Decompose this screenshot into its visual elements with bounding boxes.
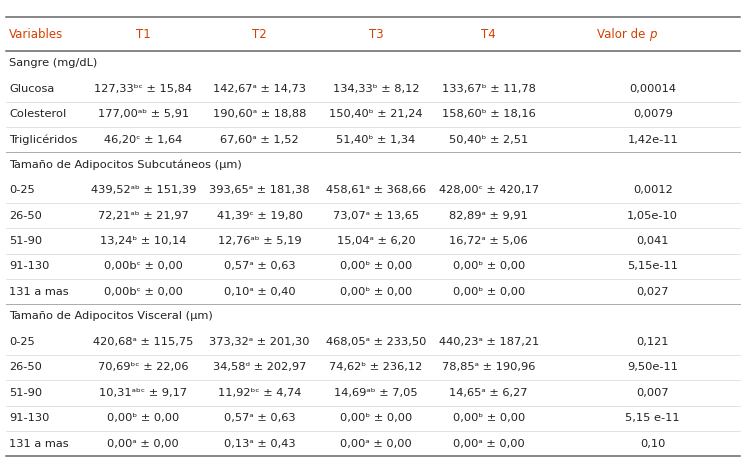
Text: 458,61ᵃ ± 368,66: 458,61ᵃ ± 368,66 <box>326 185 426 195</box>
Text: 91-130: 91-130 <box>9 261 49 271</box>
Text: 0,13ᵃ ± 0,43: 0,13ᵃ ± 0,43 <box>224 438 295 448</box>
Text: 0-25: 0-25 <box>9 337 35 347</box>
Text: 468,05ᵃ ± 233,50: 468,05ᵃ ± 233,50 <box>326 337 426 347</box>
Text: 67,60ᵃ ± 1,52: 67,60ᵃ ± 1,52 <box>220 135 299 145</box>
Text: 127,33ᵇᶜ ± 15,84: 127,33ᵇᶜ ± 15,84 <box>94 84 192 94</box>
Text: 131 a mas: 131 a mas <box>9 287 69 297</box>
Text: 0,57ᵃ ± 0,63: 0,57ᵃ ± 0,63 <box>224 413 295 423</box>
Text: 0,00ᵇ ± 0,00: 0,00ᵇ ± 0,00 <box>453 287 524 297</box>
Text: 10,31ᵃᵇᶜ ± 9,17: 10,31ᵃᵇᶜ ± 9,17 <box>99 388 187 398</box>
Text: Glucosa: Glucosa <box>9 84 54 94</box>
Text: 11,92ᵇᶜ ± 4,74: 11,92ᵇᶜ ± 4,74 <box>218 388 301 398</box>
Text: 0-25: 0-25 <box>9 185 35 195</box>
Text: 0,00ᵇ ± 0,00: 0,00ᵇ ± 0,00 <box>107 413 179 423</box>
Text: 158,60ᵇ ± 18,16: 158,60ᵇ ± 18,16 <box>442 109 536 119</box>
Text: 5,15e-11: 5,15e-11 <box>627 261 678 271</box>
Text: 46,20ᶜ ± 1,64: 46,20ᶜ ± 1,64 <box>104 135 182 145</box>
Text: T2: T2 <box>252 28 267 41</box>
Text: 0,0012: 0,0012 <box>633 185 673 195</box>
Text: 0,10: 0,10 <box>640 438 665 448</box>
Text: Tamaño de Adipocitos Visceral (μm): Tamaño de Adipocitos Visceral (μm) <box>9 311 213 321</box>
Text: 439,52ᵃᵇ ± 151,39: 439,52ᵃᵇ ± 151,39 <box>90 185 196 195</box>
Text: 91-130: 91-130 <box>9 413 49 423</box>
Text: 0,121: 0,121 <box>636 337 669 347</box>
Text: p: p <box>649 28 656 41</box>
Text: 74,62ᵇ ± 236,12: 74,62ᵇ ± 236,12 <box>330 363 422 373</box>
Text: 0,57ᵃ ± 0,63: 0,57ᵃ ± 0,63 <box>224 261 295 271</box>
Text: 26-50: 26-50 <box>9 363 42 373</box>
Text: 420,68ᵃ ± 115,75: 420,68ᵃ ± 115,75 <box>93 337 193 347</box>
Text: 1,42e-11: 1,42e-11 <box>627 135 678 145</box>
Text: Colesterol: Colesterol <box>9 109 66 119</box>
Text: 70,69ᵇᶜ ± 22,06: 70,69ᵇᶜ ± 22,06 <box>98 363 189 373</box>
Text: 134,33ᵇ ± 8,12: 134,33ᵇ ± 8,12 <box>333 84 419 94</box>
Text: 15,04ᵃ ± 6,20: 15,04ᵃ ± 6,20 <box>336 236 416 246</box>
Text: 0,00bᶜ ± 0,00: 0,00bᶜ ± 0,00 <box>104 287 183 297</box>
Text: 72,21ᵃᵇ ± 21,97: 72,21ᵃᵇ ± 21,97 <box>98 210 189 220</box>
Text: 0,10ᵃ ± 0,40: 0,10ᵃ ± 0,40 <box>224 287 295 297</box>
Text: 142,67ᵃ ± 14,73: 142,67ᵃ ± 14,73 <box>213 84 306 94</box>
Text: 73,07ᵃ ± 13,65: 73,07ᵃ ± 13,65 <box>333 210 419 220</box>
Text: 0,00ᵇ ± 0,00: 0,00ᵇ ± 0,00 <box>453 413 524 423</box>
Text: 0,00ᵃ ± 0,00: 0,00ᵃ ± 0,00 <box>453 438 524 448</box>
Text: 0,00ᵃ ± 0,00: 0,00ᵃ ± 0,00 <box>340 438 412 448</box>
Text: 0,00014: 0,00014 <box>629 84 677 94</box>
Text: 0,027: 0,027 <box>636 287 669 297</box>
Text: 0,007: 0,007 <box>636 388 669 398</box>
Text: 428,00ᶜ ± 420,17: 428,00ᶜ ± 420,17 <box>439 185 539 195</box>
Text: 0,00ᵇ ± 0,00: 0,00ᵇ ± 0,00 <box>340 261 412 271</box>
Text: 14,65ᵃ ± 6,27: 14,65ᵃ ± 6,27 <box>449 388 528 398</box>
Text: 0,00ᵃ ± 0,00: 0,00ᵃ ± 0,00 <box>107 438 179 448</box>
Text: 0,00bᶜ ± 0,00: 0,00bᶜ ± 0,00 <box>104 261 183 271</box>
Text: 0,00ᵇ ± 0,00: 0,00ᵇ ± 0,00 <box>340 287 412 297</box>
Text: 5,15 e-11: 5,15 e-11 <box>625 413 680 423</box>
Text: Tamaño de Adipocitos Subcutáneos (μm): Tamaño de Adipocitos Subcutáneos (μm) <box>9 159 242 170</box>
Text: 9,50e-11: 9,50e-11 <box>627 363 678 373</box>
Text: 82,89ᵃ ± 9,91: 82,89ᵃ ± 9,91 <box>449 210 528 220</box>
Text: 373,32ᵃ ± 201,30: 373,32ᵃ ± 201,30 <box>210 337 310 347</box>
Text: 190,60ᵃ ± 18,88: 190,60ᵃ ± 18,88 <box>213 109 307 119</box>
Text: T4: T4 <box>481 28 496 41</box>
Text: 131 a mas: 131 a mas <box>9 438 69 448</box>
Text: T3: T3 <box>369 28 383 41</box>
Text: 26-50: 26-50 <box>9 210 42 220</box>
Text: Valor de: Valor de <box>597 28 649 41</box>
Text: 177,00ᵃᵇ ± 5,91: 177,00ᵃᵇ ± 5,91 <box>98 109 189 119</box>
Text: 12,76ᵃᵇ ± 5,19: 12,76ᵃᵇ ± 5,19 <box>218 236 301 246</box>
Text: 16,72ᵃ ± 5,06: 16,72ᵃ ± 5,06 <box>449 236 528 246</box>
Text: 51-90: 51-90 <box>9 236 42 246</box>
Text: 78,85ᵃ ± 190,96: 78,85ᵃ ± 190,96 <box>442 363 536 373</box>
Text: 0,0079: 0,0079 <box>633 109 673 119</box>
Text: 0,00ᵇ ± 0,00: 0,00ᵇ ± 0,00 <box>453 261 524 271</box>
Text: 51,40ᵇ ± 1,34: 51,40ᵇ ± 1,34 <box>336 135 416 145</box>
Text: 0,041: 0,041 <box>636 236 669 246</box>
Text: 50,40ᵇ ± 2,51: 50,40ᵇ ± 2,51 <box>449 135 528 145</box>
Text: T1: T1 <box>136 28 151 41</box>
Text: 440,23ᵃ ± 187,21: 440,23ᵃ ± 187,21 <box>439 337 539 347</box>
Text: 0,00ᵇ ± 0,00: 0,00ᵇ ± 0,00 <box>340 413 412 423</box>
Text: Variables: Variables <box>9 28 63 41</box>
Text: 41,39ᶜ ± 19,80: 41,39ᶜ ± 19,80 <box>216 210 303 220</box>
Text: 34,58ᵈ ± 202,97: 34,58ᵈ ± 202,97 <box>213 363 307 373</box>
Text: 133,67ᵇ ± 11,78: 133,67ᵇ ± 11,78 <box>442 84 536 94</box>
Text: 13,24ᵇ ± 10,14: 13,24ᵇ ± 10,14 <box>100 236 186 246</box>
Text: 14,69ᵃᵇ ± 7,05: 14,69ᵃᵇ ± 7,05 <box>334 388 418 398</box>
Text: 150,40ᵇ ± 21,24: 150,40ᵇ ± 21,24 <box>329 109 423 119</box>
Text: Triglicéridos: Triglicéridos <box>9 135 78 145</box>
Text: 393,65ᵃ ± 181,38: 393,65ᵃ ± 181,38 <box>210 185 310 195</box>
Text: 51-90: 51-90 <box>9 388 42 398</box>
Text: Sangre (mg/dL): Sangre (mg/dL) <box>9 58 97 68</box>
Text: 1,05e-10: 1,05e-10 <box>627 210 678 220</box>
